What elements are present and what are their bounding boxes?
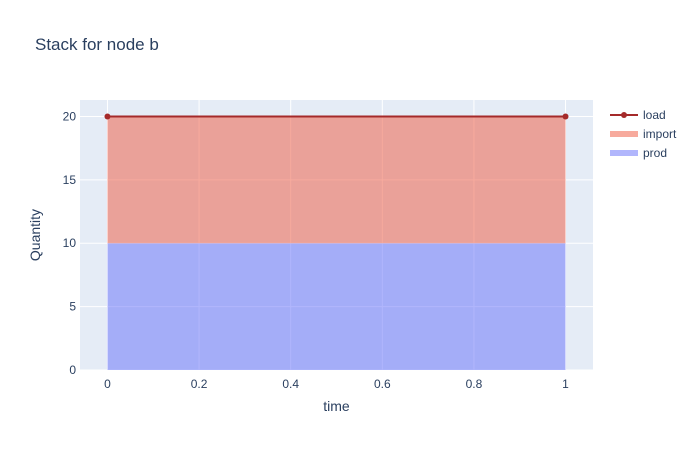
- x-tick-label: 0.4: [282, 377, 299, 391]
- legend-item-import[interactable]: import: [610, 127, 677, 141]
- x-tick-label: 0.8: [466, 377, 483, 391]
- legend-swatch-prod: [610, 150, 638, 156]
- legend: load import prod: [610, 108, 677, 160]
- x-axis-title: time: [323, 398, 350, 414]
- legend-item-prod[interactable]: prod: [610, 146, 667, 160]
- area-prod: [107, 243, 566, 370]
- legend-marker-load: [621, 112, 627, 118]
- x-tick-label: 0.2: [191, 377, 208, 391]
- y-tick-label: 15: [63, 173, 77, 187]
- y-tick-label: 20: [63, 109, 77, 123]
- x-tick-label: 0.6: [374, 377, 391, 391]
- y-tick-label: 10: [63, 236, 77, 250]
- y-tick-label: 0: [69, 363, 76, 377]
- y-tick-label: 5: [69, 300, 76, 314]
- area-import: [107, 116, 566, 244]
- line-series: [104, 113, 569, 120]
- x-tick-label: 0: [104, 377, 111, 391]
- legend-swatch-import: [610, 131, 638, 137]
- y-axis-title: Quantity: [27, 209, 43, 261]
- chart-title: Stack for node b: [35, 35, 159, 54]
- legend-label-import: import: [643, 127, 677, 141]
- x-tick-label: 1: [562, 377, 569, 391]
- legend-item-load[interactable]: load: [610, 108, 666, 122]
- legend-label-prod: prod: [643, 146, 667, 160]
- y-axis-ticks: 0 5 10 15 20: [63, 109, 77, 377]
- x-axis-ticks: 0 0.2 0.4 0.6 0.8 1: [104, 377, 569, 391]
- legend-label-load: load: [643, 108, 666, 122]
- area-series: [107, 116, 566, 370]
- marker-load: [562, 113, 569, 120]
- marker-load: [104, 113, 111, 120]
